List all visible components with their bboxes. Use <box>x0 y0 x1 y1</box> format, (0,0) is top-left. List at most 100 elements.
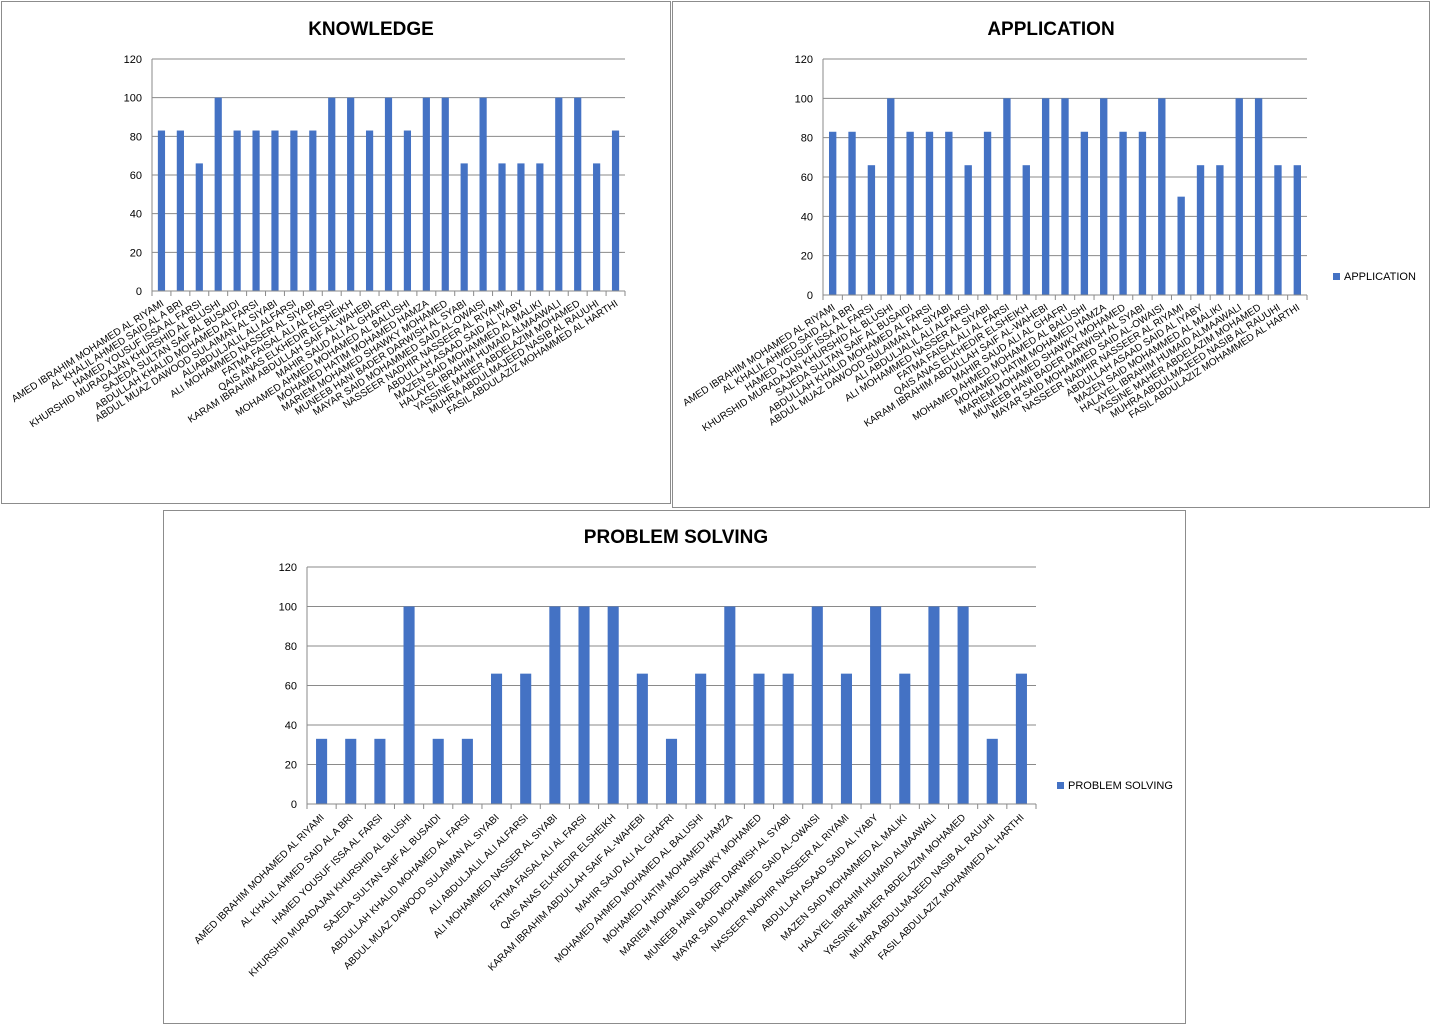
y-tick-label: 60 <box>130 170 142 182</box>
bar <box>1196 165 1205 295</box>
chart-title: PROBLEM SOLVING <box>584 527 768 548</box>
bar <box>870 606 882 804</box>
y-tick-label: 0 <box>807 290 813 302</box>
bar <box>347 97 355 292</box>
bar <box>611 130 620 291</box>
bar <box>536 163 544 291</box>
bar <box>214 97 222 292</box>
bar <box>384 97 393 292</box>
bar <box>1041 98 1050 295</box>
bar <box>271 130 279 291</box>
bar <box>309 130 317 291</box>
y-tick-label: 100 <box>124 93 142 105</box>
y-tick-label: 100 <box>279 602 297 614</box>
y-tick-label: 120 <box>279 562 297 574</box>
bar <box>176 130 184 291</box>
bar <box>441 97 449 292</box>
bar <box>753 673 765 804</box>
bar <box>1100 98 1108 295</box>
bar <box>695 673 707 804</box>
y-tick-label: 80 <box>130 131 142 143</box>
y-tick-label: 80 <box>801 133 813 145</box>
bar <box>899 673 911 804</box>
bar <box>983 131 992 295</box>
y-tick-label: 120 <box>795 54 813 66</box>
bar <box>403 130 412 291</box>
bar <box>233 130 241 291</box>
bar <box>1022 165 1030 295</box>
y-tick-label: 20 <box>285 760 297 772</box>
bar <box>811 606 823 804</box>
y-tick-label: 60 <box>801 172 813 184</box>
bar <box>555 97 563 292</box>
bar <box>925 131 934 295</box>
bar <box>479 97 487 292</box>
bar <box>957 606 969 804</box>
bar <box>490 673 503 804</box>
bar <box>1293 165 1301 295</box>
bar <box>374 738 386 804</box>
bar <box>328 97 336 292</box>
bar <box>840 673 853 804</box>
bar <box>665 738 678 804</box>
bar <box>1080 131 1089 295</box>
y-tick-label: 0 <box>136 286 142 298</box>
bar <box>607 606 619 804</box>
y-tick-label: 60 <box>285 681 297 693</box>
bar <box>928 606 940 804</box>
y-tick-label: 40 <box>801 211 813 223</box>
knowledge-chart-panel: KNOWLEDGE 0 20 40 60 80 100 120 AMED IBRAHIM MO… <box>1 1 671 504</box>
legend-swatch <box>1333 273 1340 280</box>
chart-title: APPLICATION <box>987 19 1114 40</box>
y-tick-label: 100 <box>795 93 813 105</box>
bar <box>1119 131 1127 295</box>
bar <box>636 673 648 804</box>
bar <box>986 738 998 804</box>
bar <box>432 738 444 804</box>
bar <box>1216 165 1224 295</box>
bar <box>593 163 601 291</box>
bar <box>1235 98 1243 295</box>
bar <box>1274 165 1282 295</box>
bar <box>945 131 953 295</box>
bar <box>252 130 260 291</box>
bar <box>867 165 876 295</box>
y-tick-label: 40 <box>285 720 297 732</box>
bar <box>517 163 525 291</box>
bar <box>403 606 415 804</box>
bar <box>365 130 374 291</box>
bar <box>578 606 590 804</box>
bar <box>1158 98 1166 295</box>
bar <box>549 606 561 804</box>
y-tick-label: 0 <box>291 799 297 811</box>
y-tick-label: 40 <box>130 209 142 221</box>
bar <box>195 163 203 291</box>
bar <box>460 163 468 291</box>
bar <box>887 98 895 295</box>
bar <box>724 606 736 804</box>
y-tick-label: 20 <box>130 247 142 259</box>
bar <box>290 130 298 291</box>
bar <box>1177 196 1185 295</box>
bar <box>316 738 328 804</box>
problem-solving-chart-panel: PROBLEM SOLVING 0 20 40 60 80 100 120 AMED IBRA… <box>163 510 1186 1024</box>
bar <box>461 738 473 804</box>
application-chart-panel: APPLICATION 0 20 40 60 80 100 120 AMED IBRAHIM … <box>672 1 1430 508</box>
bar <box>782 673 794 804</box>
y-tick-label: 120 <box>124 54 142 66</box>
bar <box>1254 98 1263 295</box>
bar <box>574 97 582 292</box>
legend-label: APPLICATION <box>1344 271 1416 283</box>
bar <box>498 163 506 291</box>
bar <box>829 131 837 295</box>
bar <box>157 130 166 291</box>
y-tick-label: 20 <box>801 251 813 263</box>
bar <box>1015 673 1027 804</box>
chart-title: KNOWLEDGE <box>308 19 434 40</box>
bar <box>520 673 532 804</box>
legend-swatch <box>1057 782 1064 789</box>
bar <box>1138 131 1147 295</box>
bar <box>1061 98 1069 295</box>
